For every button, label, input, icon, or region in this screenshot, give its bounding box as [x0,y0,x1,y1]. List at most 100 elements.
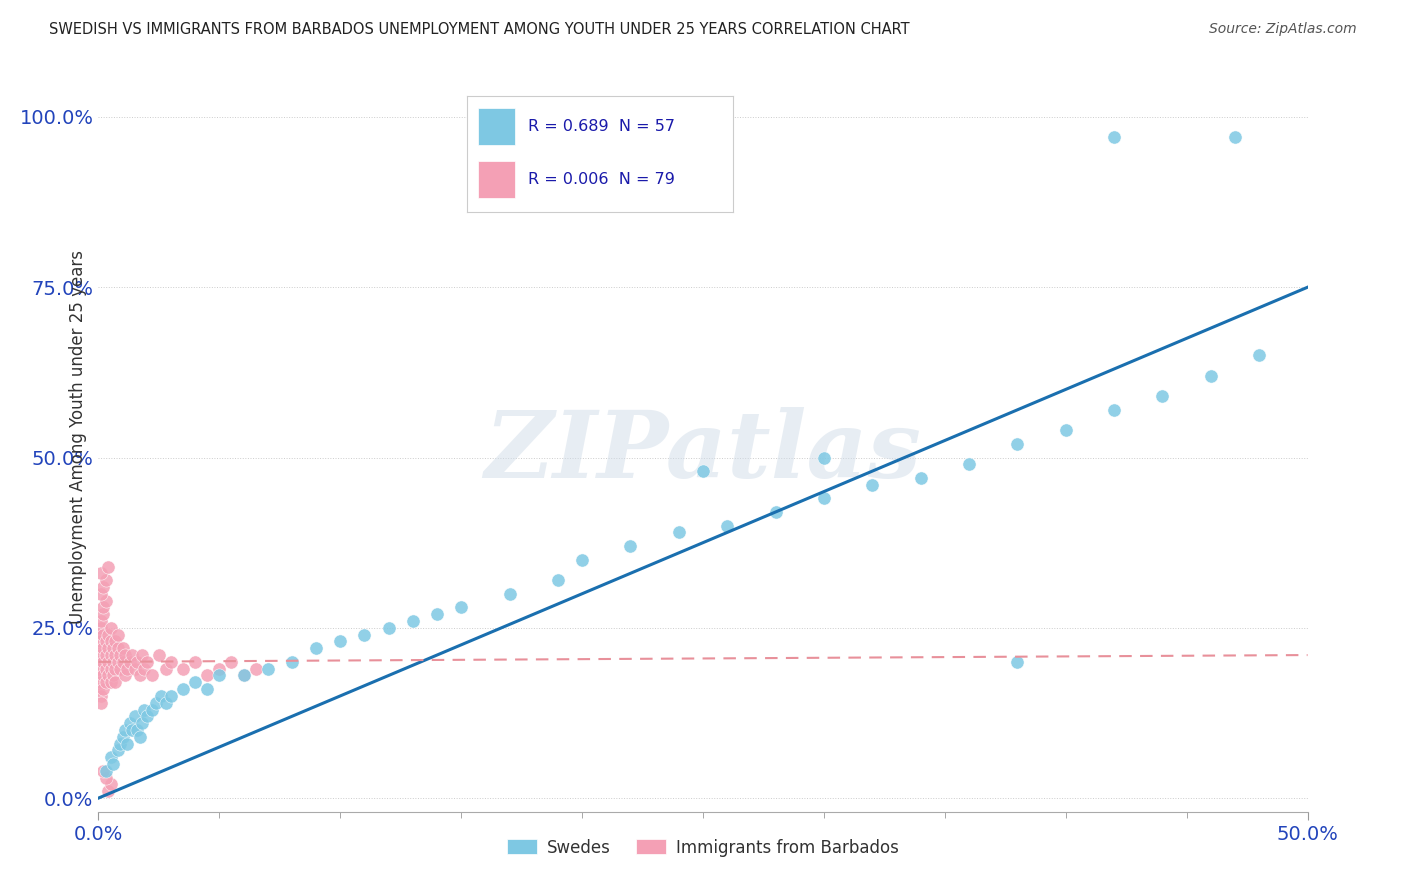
Point [87,655,110,669]
Point [114,668,136,682]
Text: Source: ZipAtlas.com: Source: ZipAtlas.com [1209,22,1357,37]
Point [135,709,157,723]
Point [547,573,569,587]
Point [97,559,120,574]
Point [90,648,112,662]
Point [195,668,218,682]
Point [90,634,112,648]
Legend: Swedes, Immigrants from Barbados: Swedes, Immigrants from Barbados [501,832,905,863]
Point [100,648,122,662]
Point [426,607,449,622]
Point [377,621,399,635]
Point [104,662,127,676]
Point [87,668,110,682]
Point [107,627,129,641]
Point [1054,423,1077,437]
Point [135,655,157,669]
Point [91,600,114,615]
Point [208,668,231,682]
Point [107,743,129,757]
Point [94,634,117,648]
Point [150,689,173,703]
Point [160,655,183,669]
Point [100,777,122,791]
Point [450,600,472,615]
Point [91,682,114,697]
Point [571,552,593,566]
Point [87,682,110,697]
Point [97,668,120,682]
Point [100,750,122,764]
Point [87,662,110,676]
Point [94,764,117,778]
Point [1102,130,1125,145]
Point [111,655,134,669]
Point [860,477,883,491]
Point [172,682,194,697]
Point [128,730,150,744]
Point [118,716,141,731]
Point [668,525,690,540]
Point [90,696,112,710]
Point [97,784,120,798]
Point [114,723,136,737]
Point [91,641,114,656]
Point [184,655,207,669]
Point [108,737,131,751]
Point [100,662,122,676]
Point [305,641,328,656]
Point [111,641,134,656]
Point [97,655,120,669]
Point [101,668,124,682]
Point [619,539,641,553]
Point [1152,389,1174,403]
Point [118,655,141,669]
Point [172,662,194,676]
Point [90,587,112,601]
Point [232,668,254,682]
Point [131,648,153,662]
Point [91,627,114,641]
Point [131,716,153,731]
Point [117,662,139,676]
Text: SWEDISH VS IMMIGRANTS FROM BARBADOS UNEMPLOYMENT AMONG YOUTH UNDER 25 YEARS CORR: SWEDISH VS IMMIGRANTS FROM BARBADOS UNEM… [49,22,910,37]
Point [97,627,120,641]
Point [208,662,231,676]
Point [94,573,117,587]
Point [97,641,120,656]
Point [329,634,352,648]
Point [1102,402,1125,417]
Point [100,621,122,635]
Point [134,702,156,716]
Point [716,518,738,533]
Point [127,723,149,737]
Point [91,580,114,594]
Point [108,648,131,662]
Point [104,634,127,648]
Point [765,505,787,519]
Point [498,587,520,601]
Point [101,655,124,669]
Point [402,614,425,628]
Point [256,662,278,676]
Point [114,648,136,662]
Point [94,648,117,662]
Point [353,627,375,641]
Point [94,593,117,607]
Point [124,709,146,723]
Point [910,471,932,485]
Point [134,662,156,676]
Point [813,450,835,465]
Point [813,491,835,506]
Point [281,655,304,669]
Point [195,682,218,697]
Point [141,702,163,716]
Point [1223,130,1246,145]
Point [107,655,129,669]
Point [145,696,167,710]
Point [1249,348,1271,362]
Point [91,668,114,682]
Point [128,668,150,682]
Point [91,764,114,778]
Point [91,655,114,669]
